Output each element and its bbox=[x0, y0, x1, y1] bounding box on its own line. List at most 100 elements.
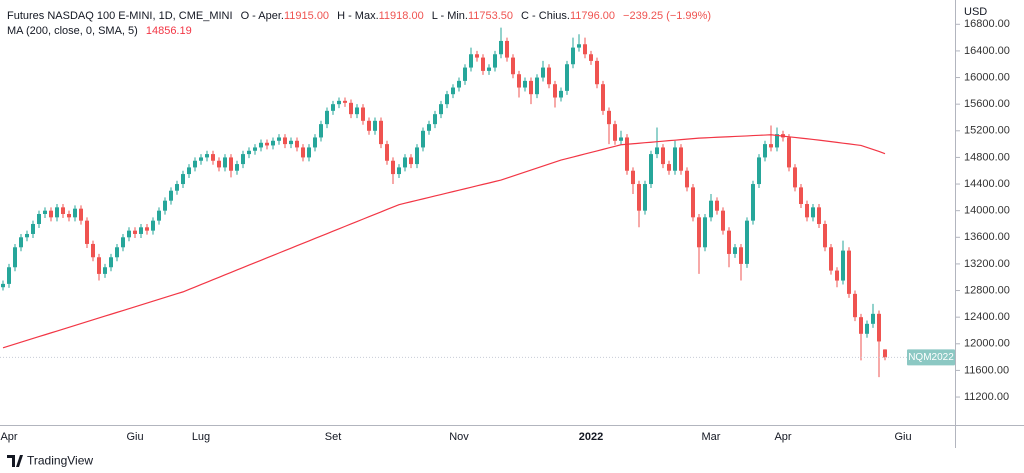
ohlc-value: 11796.00 bbox=[570, 10, 615, 22]
candle-body bbox=[829, 247, 833, 271]
candle-body bbox=[127, 230, 131, 238]
candle-body bbox=[217, 160, 221, 168]
candle-body bbox=[625, 137, 629, 171]
legend: Futures NASDAQ 100 E-MINI, 1D, CME_MINI O… bbox=[7, 10, 711, 37]
y-tick-label: 16000.00 bbox=[964, 71, 1010, 83]
candle-body bbox=[679, 147, 683, 171]
y-tick-label: 14800.00 bbox=[964, 151, 1010, 163]
candle-body bbox=[163, 200, 167, 211]
candle-body bbox=[229, 157, 233, 171]
candle-body bbox=[265, 142, 269, 146]
candle-body bbox=[145, 227, 149, 231]
candle-body bbox=[415, 147, 419, 165]
candle-body bbox=[787, 137, 791, 168]
candle-body bbox=[445, 94, 449, 105]
candle-body bbox=[727, 230, 731, 254]
candle-body bbox=[403, 157, 407, 168]
ma-name: MA (200, close, 0, SMA, 5) bbox=[7, 25, 138, 37]
candle-body bbox=[103, 267, 107, 274]
y-tick-label: 11600.00 bbox=[964, 364, 1009, 376]
candle-body bbox=[823, 223, 827, 248]
candle-body bbox=[691, 187, 695, 218]
candle-body bbox=[283, 137, 287, 145]
candle-body bbox=[883, 349, 887, 358]
change: −239.25 (−1.99%) bbox=[623, 10, 711, 22]
candle-body bbox=[643, 184, 647, 211]
y-tick-label: 12400.00 bbox=[964, 311, 1010, 323]
candle-body bbox=[655, 147, 659, 155]
y-tick-label: 13600.00 bbox=[964, 231, 1010, 243]
candle-body bbox=[631, 170, 635, 185]
candle-body bbox=[451, 87, 455, 95]
y-tick-label: 15600.00 bbox=[964, 98, 1010, 110]
candle-body bbox=[637, 184, 641, 211]
plot bbox=[0, 27, 955, 378]
candle-body bbox=[55, 207, 59, 218]
candle-body bbox=[577, 44, 581, 48]
y-tick-label: 12000.00 bbox=[964, 338, 1010, 350]
x-tick-label: Lug bbox=[192, 431, 210, 443]
candle-body bbox=[613, 124, 617, 141]
candle-body bbox=[175, 184, 179, 191]
candle-body bbox=[529, 80, 533, 95]
candle-body bbox=[847, 250, 851, 294]
candle-body bbox=[739, 247, 743, 264]
candle-body bbox=[427, 124, 431, 131]
candle-body bbox=[607, 110, 611, 125]
candle-body bbox=[859, 317, 863, 334]
candle-body bbox=[373, 120, 377, 131]
candle-body bbox=[853, 293, 857, 318]
y-unit: USD bbox=[964, 6, 987, 18]
candle-body bbox=[835, 270, 839, 281]
candle-body bbox=[49, 210, 53, 218]
ma-value: 14856.19 bbox=[146, 25, 192, 37]
candle-body bbox=[301, 147, 305, 158]
candle-body bbox=[355, 107, 359, 115]
candle-body bbox=[379, 120, 383, 145]
candle-body bbox=[661, 147, 665, 165]
candle-body bbox=[421, 130, 425, 148]
candle-body bbox=[295, 140, 299, 148]
candle-body bbox=[805, 204, 809, 218]
y-tick-label: 14400.00 bbox=[964, 178, 1010, 190]
candle-body bbox=[259, 142, 263, 148]
candle-body bbox=[247, 150, 251, 155]
candle-body bbox=[499, 40, 503, 55]
candle-body bbox=[487, 67, 491, 71]
candle-body bbox=[61, 207, 65, 214]
x-tick-label: Giu bbox=[126, 431, 143, 443]
y-tick-label: 14000.00 bbox=[964, 205, 1010, 217]
candle-body bbox=[565, 64, 569, 91]
candle-body bbox=[307, 147, 311, 158]
candle-body bbox=[91, 243, 95, 258]
candle-body bbox=[67, 213, 71, 218]
symbol-title: Futures NASDAQ 100 E-MINI, 1D, CME_MINI bbox=[7, 10, 233, 22]
candle-body bbox=[775, 134, 779, 148]
candle-body bbox=[349, 102, 353, 115]
ohlc-value: 11915.00 bbox=[284, 10, 329, 22]
ohlc-label: H - Max. bbox=[337, 10, 379, 22]
candle-body bbox=[745, 220, 749, 264]
candle-body bbox=[157, 210, 161, 221]
candle-body bbox=[517, 74, 521, 88]
candle-body bbox=[343, 100, 347, 103]
candle-body bbox=[115, 247, 119, 258]
candle-body bbox=[325, 110, 329, 125]
candle-body bbox=[193, 160, 197, 168]
unit-backdrop bbox=[958, 0, 1024, 22]
candle-body bbox=[205, 154, 209, 158]
candle-body bbox=[589, 54, 593, 61]
candle-body bbox=[169, 190, 173, 201]
candle-body bbox=[367, 120, 371, 131]
candle-body bbox=[199, 157, 203, 161]
candle-body bbox=[253, 147, 257, 151]
candle-body bbox=[19, 237, 23, 248]
candle-body bbox=[85, 220, 89, 244]
y-tick-label: 13200.00 bbox=[964, 258, 1010, 270]
candle-body bbox=[439, 104, 443, 115]
candle-body bbox=[151, 220, 155, 231]
candle-body bbox=[409, 157, 413, 165]
candle-body bbox=[763, 144, 767, 158]
x-tick-label: 2022 bbox=[579, 431, 603, 443]
candle-body bbox=[109, 257, 113, 268]
